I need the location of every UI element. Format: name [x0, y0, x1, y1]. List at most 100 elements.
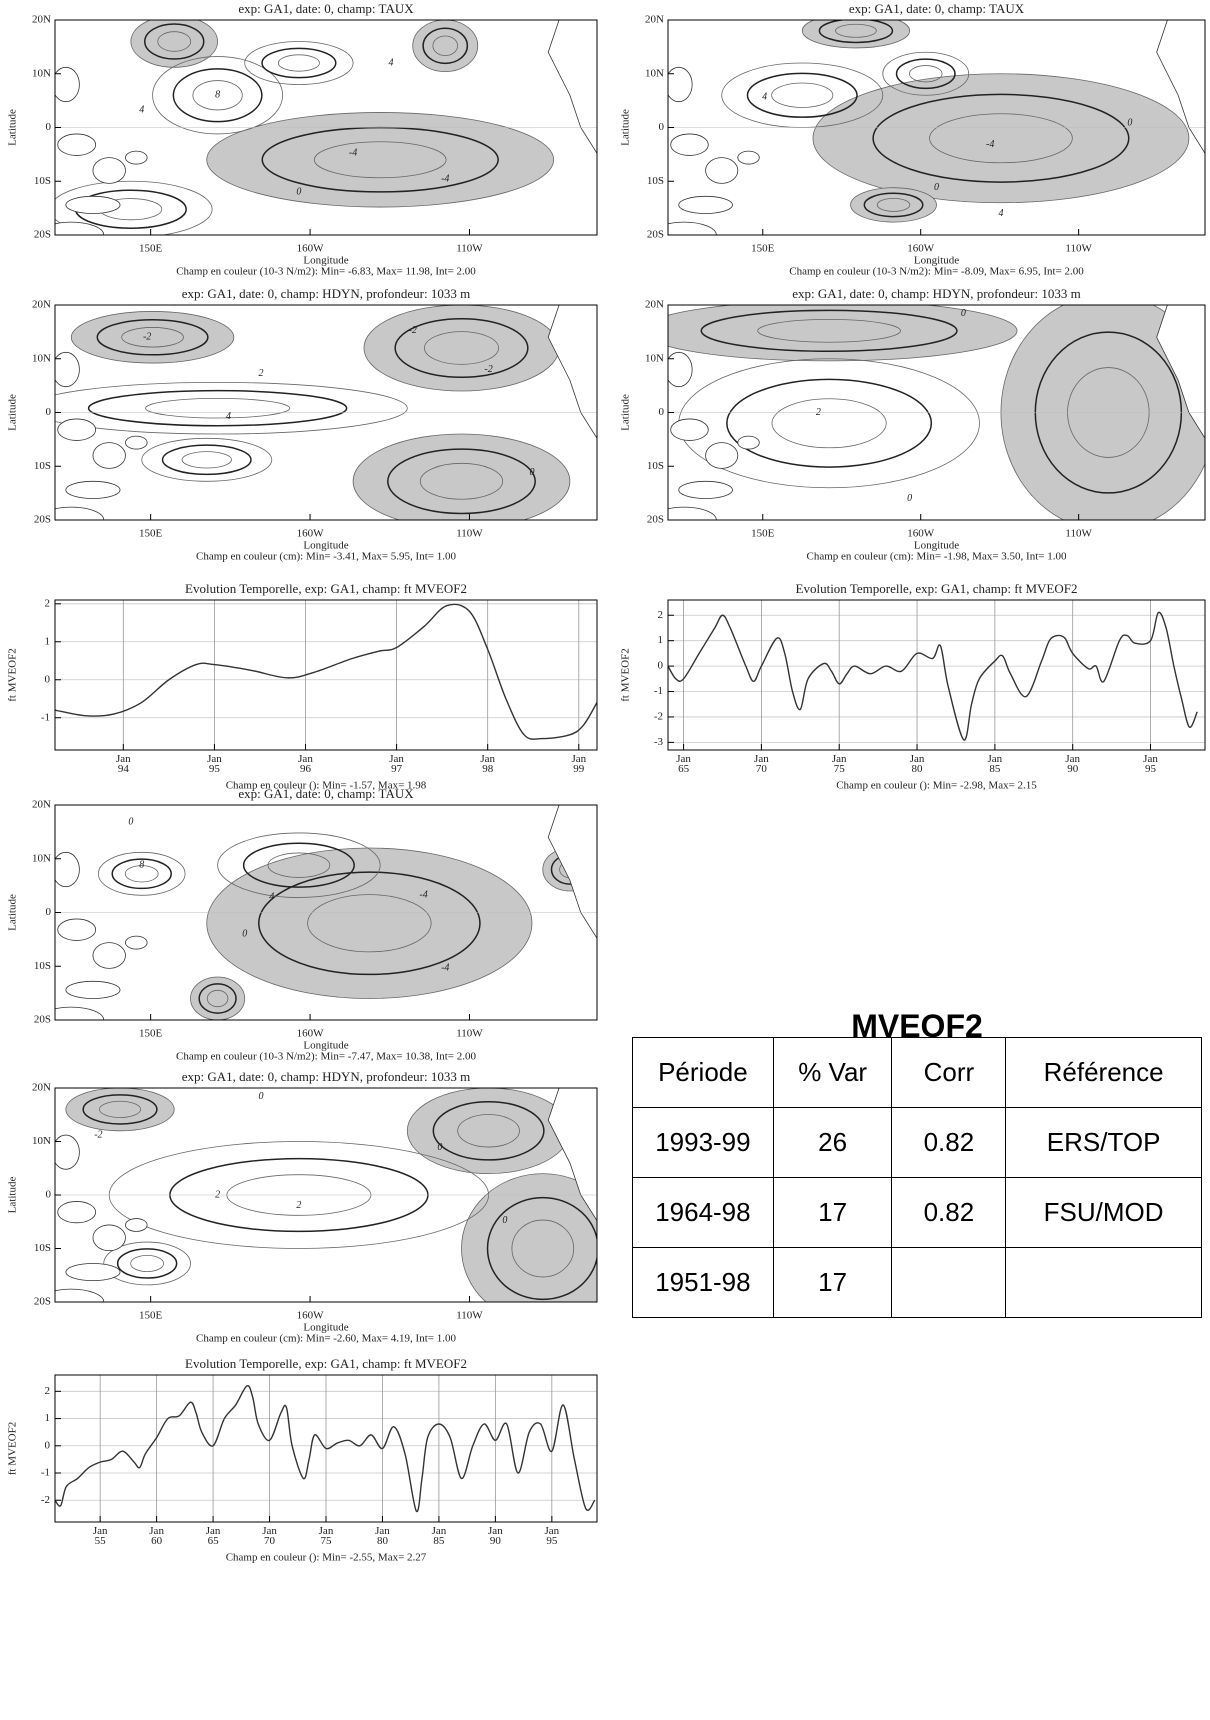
- table-row: 1993-99 26 0.82 ERS/TOP: [632, 1107, 1202, 1178]
- caption: Champ en couleur (10-3 N/m2): Min= -8.09…: [789, 266, 1084, 278]
- x-tick-label: Jan 80: [375, 1525, 390, 1547]
- contour-line: [144, 23, 205, 60]
- contour-line: [145, 397, 291, 419]
- x-tick-label: Jan 99: [571, 753, 587, 775]
- y-tick-label: 20N: [32, 14, 51, 26]
- x-tick-label: 110W: [1065, 528, 1092, 540]
- x-tick-label: 150E: [751, 243, 775, 255]
- contour-label: 2: [258, 368, 263, 379]
- contour-line: [55, 180, 213, 235]
- island: [670, 418, 709, 441]
- x-axis-label: Longitude: [914, 540, 959, 552]
- y-tick-label: 0: [658, 660, 664, 672]
- shaded-region: [71, 311, 234, 364]
- results-table: Période % Var Corr Référence 1993-99 26 …: [632, 1037, 1202, 1318]
- island: [92, 157, 126, 184]
- island: [125, 1218, 148, 1232]
- x-tick-label: 160W: [297, 1310, 325, 1322]
- island: [65, 1263, 121, 1281]
- contour-line: [771, 82, 834, 108]
- contour-label: 4: [762, 92, 767, 103]
- chart-title: exp: GA1, date: 0, champ: HDYN, profonde…: [792, 286, 1080, 301]
- x-tick-label: 150E: [139, 528, 163, 540]
- contour-label: 0: [961, 308, 966, 319]
- caption: Champ en couleur (10-3 N/m2): Min= -6.83…: [176, 266, 476, 278]
- y-tick-label: 20S: [34, 1014, 51, 1026]
- contour-line: [130, 1254, 165, 1273]
- y-tick-label: 0: [659, 121, 665, 133]
- contour-label: 0: [258, 1091, 263, 1102]
- chart-title: Evolution Temporelle, exp: GA1, champ: f…: [185, 581, 467, 596]
- contour-label: -4: [419, 890, 427, 901]
- header-cell: Référence: [1005, 1037, 1202, 1108]
- x-axis-label: Longitude: [303, 540, 348, 552]
- contour-line: [394, 318, 529, 378]
- island: [55, 1134, 80, 1170]
- y-tick-label: 1: [45, 1412, 51, 1424]
- island: [668, 66, 693, 103]
- shaded-region: [802, 20, 910, 48]
- island: [57, 418, 97, 441]
- x-tick-label: Jan 65: [205, 1525, 221, 1547]
- island: [705, 442, 739, 469]
- island: [668, 221, 717, 235]
- contour-line: [432, 1100, 545, 1161]
- contour-line: [872, 93, 1130, 183]
- contour-line: [206, 989, 229, 1008]
- x-tick-label: Jan 75: [831, 753, 847, 775]
- y-axis-label: Latitude: [7, 394, 19, 431]
- y-axis-label: Latitude: [7, 109, 19, 146]
- contour-label: -4: [441, 963, 449, 974]
- contour-label: -2: [409, 325, 417, 336]
- y-tick-label: -1: [41, 711, 50, 723]
- contour-line: [116, 1248, 178, 1279]
- contour-label: -2: [94, 1129, 102, 1140]
- y-tick-label: 2: [45, 1385, 51, 1397]
- contour-label: 0: [242, 928, 247, 939]
- contour-line: [192, 80, 243, 111]
- header-cell: Corr: [891, 1037, 1007, 1108]
- plot-frame: [54, 1374, 598, 1523]
- contour-line: [876, 197, 911, 212]
- contour-label: 0: [437, 1142, 442, 1153]
- x-tick-label: Jan 98: [480, 753, 496, 775]
- y-tick-label: 1: [45, 635, 51, 647]
- plot-background: [668, 600, 1205, 750]
- x-tick-label: 160W: [297, 528, 325, 540]
- y-axis-label: Latitude: [7, 1177, 19, 1214]
- y-tick-label: 10N: [32, 67, 51, 79]
- contour-label: 0: [502, 1215, 507, 1226]
- contour-label: 2: [816, 407, 821, 418]
- chart-title: exp: GA1, date: 0, champ: TAUX: [238, 1, 414, 16]
- cell: 0.82: [891, 1107, 1007, 1178]
- x-tick-label: Jan 95: [544, 1525, 560, 1547]
- map-field: [668, 305, 1205, 520]
- island: [92, 942, 126, 969]
- island: [55, 351, 80, 388]
- shaded-region: [461, 1173, 597, 1302]
- contour-label: 4: [389, 57, 394, 68]
- x-tick-label: Jan 75: [318, 1525, 334, 1547]
- contour-label: 4: [998, 208, 1003, 219]
- x-tick-label: Jan 85: [431, 1525, 447, 1547]
- island: [670, 133, 709, 156]
- contour-line: [172, 68, 263, 123]
- y-axis-label: ft MVEOF2: [7, 648, 19, 701]
- x-tick-label: 150E: [751, 528, 775, 540]
- y-tick-label: 0: [46, 121, 52, 133]
- contour-line: [307, 894, 432, 953]
- y-tick-label: 20N: [645, 14, 664, 26]
- island: [55, 66, 80, 103]
- x-tick-label: 110W: [456, 1028, 483, 1040]
- y-tick-label: 2: [45, 597, 51, 609]
- contour-line: [850, 187, 937, 223]
- y-tick-label: 10S: [34, 175, 51, 187]
- caption: Champ en couleur (cm): Min= -2.60, Max= …: [196, 1333, 456, 1345]
- contour-label: 4: [139, 105, 144, 116]
- contour-line: [352, 433, 571, 520]
- x-axis-label: Longitude: [303, 255, 348, 267]
- map-field: [55, 1088, 597, 1302]
- contour-label: 8: [215, 90, 220, 101]
